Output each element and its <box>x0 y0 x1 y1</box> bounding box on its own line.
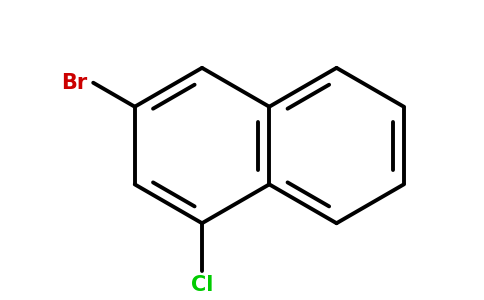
Text: Br: Br <box>61 73 88 93</box>
Text: Cl: Cl <box>191 274 213 295</box>
